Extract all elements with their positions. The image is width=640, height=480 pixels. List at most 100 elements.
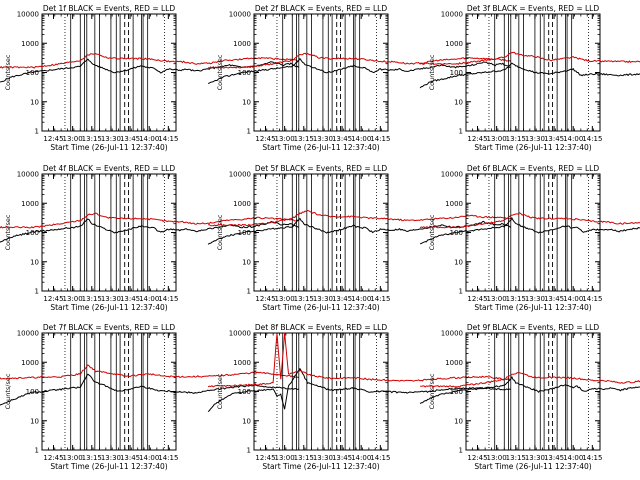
x-tick-label: 12:45 xyxy=(43,135,63,143)
x-tick-label: 14:15 xyxy=(370,454,390,462)
y-tick-label: 10 xyxy=(454,98,463,106)
x-axis-label: Start Time (26-Jul-11 12:37:40) xyxy=(50,143,167,152)
y-axis-label: Counts/sec xyxy=(216,54,224,90)
x-axis-label: Start Time (26-Jul-11 12:37:40) xyxy=(474,143,591,152)
x-tick-label: 13:00 xyxy=(63,295,83,303)
lld-series-line xyxy=(419,51,640,65)
lld-series-line xyxy=(0,53,299,69)
plot-frame xyxy=(465,332,601,451)
plot-frame xyxy=(465,173,601,292)
x-tick-label: 13:15 xyxy=(82,135,102,143)
y-tick-label: 10000 xyxy=(229,11,251,19)
panel-6: Det 6f BLACK = Events, RED = LLD Counts/s… xyxy=(419,164,640,312)
y-axis-label: Counts/sec xyxy=(4,214,12,250)
y-tick-label: 1 xyxy=(35,128,39,136)
x-tick-label: 13:15 xyxy=(506,295,526,303)
x-axis-label: Start Time (26-Jul-11 12:37:40) xyxy=(474,303,591,312)
x-tick-label: 12:45 xyxy=(43,454,63,462)
x-tick-label: 13:45 xyxy=(120,295,140,303)
x-tick-label: 13:15 xyxy=(294,454,314,462)
y-tick-label: 10000 xyxy=(17,330,39,338)
y-axis-label: Counts/sec xyxy=(4,373,12,409)
panel-title: Det 3f BLACK = Events, RED = LLD xyxy=(467,4,600,13)
x-tick-label: 14:15 xyxy=(370,135,390,143)
x-tick-label: 14:00 xyxy=(563,454,583,462)
x-tick-label: 12:45 xyxy=(43,295,63,303)
lld-series-line xyxy=(420,372,640,388)
x-axis-label: Start Time (26-Jul-11 12:37:40) xyxy=(50,303,167,312)
x-tick-label: 13:45 xyxy=(332,135,352,143)
lld-series-line xyxy=(0,212,299,229)
x-tick-label: 13:30 xyxy=(525,454,545,462)
lld-series-line xyxy=(207,332,511,388)
x-tick-label: 14:15 xyxy=(158,135,178,143)
events-series-line xyxy=(0,218,299,243)
x-tick-label: 13:45 xyxy=(332,295,352,303)
events-series-line xyxy=(419,62,640,89)
y-tick-label: 1000 xyxy=(233,40,251,48)
lld-series-line xyxy=(419,212,640,229)
x-tick-label: 13:15 xyxy=(82,454,102,462)
events-series-line xyxy=(207,367,511,412)
y-axis-label: Counts/sec xyxy=(428,214,436,250)
y-tick-label: 1000 xyxy=(233,359,251,367)
x-tick-label: 13:45 xyxy=(544,454,564,462)
x-tick-label: 13:30 xyxy=(101,295,121,303)
x-tick-label: 13:15 xyxy=(294,295,314,303)
x-tick-label: 14:00 xyxy=(139,454,159,462)
plot-frame xyxy=(41,173,177,292)
y-tick-label: 100 xyxy=(26,229,39,237)
panel-5: Det 5f BLACK = Events, RED = LLD Counts/s… xyxy=(207,164,511,312)
y-tick-label: 10000 xyxy=(441,330,463,338)
y-tick-label: 1 xyxy=(459,288,463,296)
x-tick-label: 13:15 xyxy=(506,454,526,462)
plot-frame xyxy=(253,13,389,132)
y-tick-label: 1000 xyxy=(21,40,39,48)
lld-series-line xyxy=(208,209,511,227)
panel-title: Det 4f BLACK = Events, RED = LLD xyxy=(43,164,176,173)
plot-frame xyxy=(41,332,177,451)
plot-frame xyxy=(41,13,177,132)
x-tick-label: 14:15 xyxy=(158,295,178,303)
y-tick-label: 100 xyxy=(238,229,251,237)
events-series-line xyxy=(420,216,640,245)
x-tick-label: 13:30 xyxy=(101,135,121,143)
x-tick-label: 14:15 xyxy=(582,454,602,462)
x-axis-label: Start Time (26-Jul-11 12:37:40) xyxy=(474,462,591,471)
y-tick-label: 1 xyxy=(247,288,251,296)
panel-title: Det 5f BLACK = Events, RED = LLD xyxy=(255,164,388,173)
x-tick-label: 13:15 xyxy=(294,135,314,143)
x-tick-label: 13:00 xyxy=(63,454,83,462)
panel-title: Det 8f BLACK = Events, RED = LLD xyxy=(255,323,388,332)
y-axis-label: Counts/sec xyxy=(216,373,224,409)
x-tick-label: 13:30 xyxy=(101,454,121,462)
x-axis-label: Start Time (26-Jul-11 12:37:40) xyxy=(262,462,379,471)
x-tick-label: 14:00 xyxy=(351,295,371,303)
panel-7: Det 7f BLACK = Events, RED = LLD Counts/s… xyxy=(0,323,299,471)
x-tick-label: 13:00 xyxy=(275,454,295,462)
y-tick-label: 10 xyxy=(30,258,39,266)
events-series-line xyxy=(207,57,511,85)
x-tick-label: 14:00 xyxy=(139,135,159,143)
x-tick-label: 14:00 xyxy=(351,454,371,462)
panel-title: Det 1f BLACK = Events, RED = LLD xyxy=(43,4,176,13)
x-axis-label: Start Time (26-Jul-11 12:37:40) xyxy=(262,303,379,312)
panel-title: Det 9f BLACK = Events, RED = LLD xyxy=(467,323,600,332)
y-tick-label: 100 xyxy=(26,69,39,77)
lld-series-line xyxy=(207,52,511,69)
y-tick-label: 1000 xyxy=(445,40,463,48)
x-tick-label: 13:00 xyxy=(487,454,507,462)
y-tick-label: 1 xyxy=(247,447,251,455)
x-tick-label: 14:00 xyxy=(563,295,583,303)
x-tick-label: 13:00 xyxy=(487,135,507,143)
x-tick-label: 13:30 xyxy=(313,454,333,462)
x-tick-label: 12:45 xyxy=(255,295,275,303)
x-tick-label: 13:30 xyxy=(525,295,545,303)
y-tick-label: 10000 xyxy=(441,11,463,19)
x-tick-label: 13:45 xyxy=(544,135,564,143)
y-tick-label: 10000 xyxy=(17,171,39,179)
x-tick-label: 14:00 xyxy=(139,295,159,303)
y-tick-label: 10 xyxy=(242,417,251,425)
y-tick-label: 1000 xyxy=(21,200,39,208)
y-tick-label: 10 xyxy=(242,258,251,266)
